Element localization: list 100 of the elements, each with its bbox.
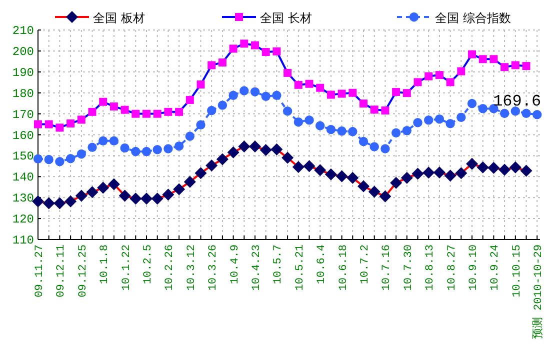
- point: [99, 98, 108, 106]
- x-tick-label: 10.7.2: [360, 244, 372, 284]
- point: [457, 67, 466, 76]
- point: [368, 186, 380, 198]
- point: [326, 90, 335, 99]
- point: [466, 158, 478, 170]
- point: [456, 112, 466, 122]
- point: [88, 108, 96, 116]
- point: [468, 50, 476, 58]
- point: [305, 80, 314, 88]
- point: [391, 128, 401, 138]
- point: [358, 180, 370, 192]
- x-tick-label: 10.9.24: [490, 244, 502, 291]
- point: [478, 104, 488, 114]
- point: [337, 126, 346, 136]
- point: [435, 71, 444, 80]
- point: [250, 87, 260, 96]
- point: [500, 63, 509, 72]
- point: [130, 192, 142, 205]
- annotation: 169.6: [493, 92, 542, 111]
- point: [400, 172, 413, 184]
- point: [249, 140, 261, 152]
- point: [282, 152, 294, 164]
- point: [488, 162, 500, 174]
- point: [522, 108, 531, 118]
- point: [424, 115, 434, 125]
- x-tick-label: 10.5.21: [294, 244, 306, 291]
- point: [360, 100, 368, 108]
- point: [532, 110, 542, 120]
- legend-label: 全国 板材: [93, 11, 145, 25]
- x-tick-label: 10.3.12: [186, 244, 198, 291]
- point: [140, 192, 152, 205]
- point: [402, 89, 411, 98]
- point: [379, 190, 392, 202]
- point: [476, 161, 489, 174]
- point: [33, 154, 43, 164]
- y-tick-label: 110: [12, 234, 34, 248]
- point: [173, 183, 186, 196]
- point: [251, 41, 259, 50]
- point: [292, 161, 304, 174]
- point: [338, 90, 346, 98]
- point: [294, 80, 302, 89]
- y-tick-label: 130: [12, 192, 34, 206]
- point: [262, 48, 270, 56]
- x-tick-label: 09.11.27: [34, 244, 46, 298]
- point: [424, 72, 433, 80]
- point: [164, 108, 172, 116]
- point: [282, 106, 292, 116]
- point: [32, 195, 44, 208]
- point: [261, 92, 270, 102]
- x-tick-label: 10.3.26: [208, 244, 220, 291]
- point: [510, 106, 520, 116]
- x-tick-label: 10.1.8: [99, 244, 112, 284]
- point: [186, 96, 194, 104]
- point: [185, 132, 194, 141]
- point: [75, 190, 88, 202]
- point: [196, 120, 206, 130]
- point: [522, 62, 530, 70]
- point: [346, 172, 359, 184]
- point: [304, 115, 314, 125]
- point: [162, 188, 174, 201]
- x-tick-label: 10.10.15: [511, 244, 524, 298]
- y-tick-label: 150: [12, 150, 34, 164]
- point: [34, 120, 42, 128]
- point: [54, 197, 66, 210]
- point: [433, 166, 446, 178]
- point: [108, 178, 120, 190]
- point: [142, 110, 150, 118]
- x-tick-label: 10.9.10: [468, 244, 480, 291]
- x-tick-label: 10.8.27: [446, 244, 458, 291]
- point: [218, 100, 228, 110]
- point: [196, 80, 205, 88]
- y-tick-label: 200: [12, 44, 34, 59]
- point: [238, 140, 250, 152]
- point: [240, 86, 249, 96]
- point: [326, 124, 336, 134]
- point: [284, 68, 292, 77]
- point: [109, 136, 119, 146]
- point: [44, 154, 54, 164]
- point: [120, 106, 129, 114]
- point: [381, 106, 390, 114]
- point: [413, 118, 422, 128]
- x-tick-label: 10.2.5: [142, 244, 154, 284]
- point: [490, 55, 498, 64]
- point: [55, 156, 64, 166]
- point: [194, 167, 207, 180]
- point: [370, 142, 379, 152]
- point: [444, 170, 456, 182]
- point: [229, 44, 238, 53]
- x-tick-label: 10.6.4: [316, 244, 328, 284]
- x-tick-label: 10.1.22: [120, 244, 133, 291]
- x-tick-label: 10.4.9: [229, 244, 242, 284]
- point: [142, 146, 152, 156]
- point: [118, 190, 131, 202]
- x-tick-label: 10.7.16: [381, 244, 394, 291]
- point: [151, 192, 164, 205]
- point: [358, 136, 368, 146]
- point: [272, 90, 282, 100]
- point: [131, 146, 140, 156]
- point: [370, 106, 378, 114]
